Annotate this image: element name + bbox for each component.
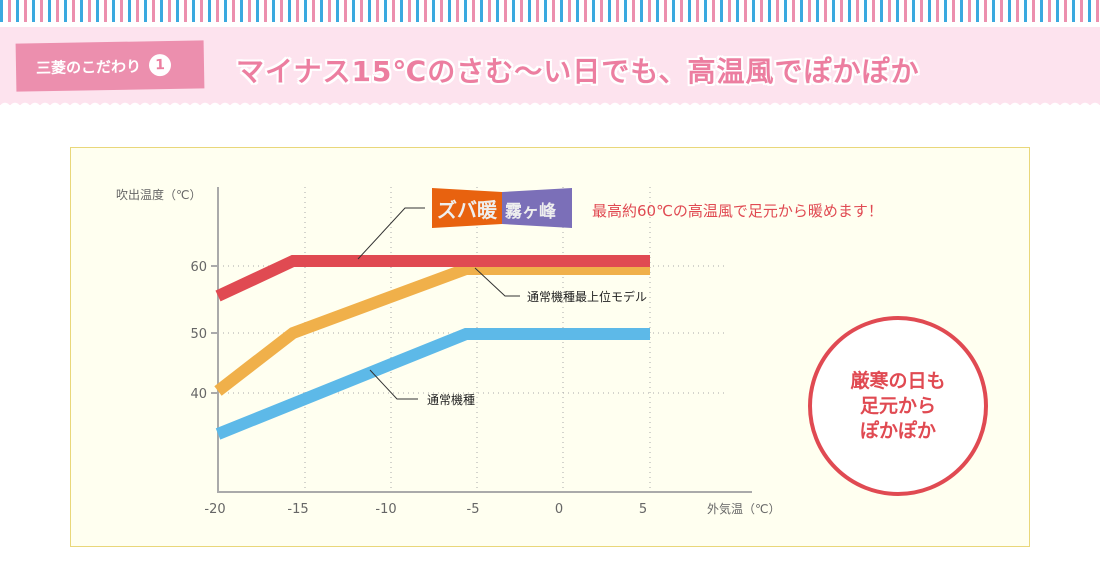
page-title: マイナス15℃のさむ〜い日でも、高温風でぽかぽか <box>236 55 920 88</box>
series-top-model <box>214 263 650 396</box>
x-tick-minus10: -10 <box>375 502 396 517</box>
series-zubadan <box>215 255 650 302</box>
zubadan-logo: ズバ暖 霧ヶ峰 <box>432 188 572 228</box>
leader-normal <box>369 369 418 400</box>
label-top-model: 通常機種最上位モデル <box>527 289 647 304</box>
x-tick-minus20: -20 <box>204 502 225 517</box>
leader-zubadan <box>357 207 425 260</box>
x-tick-minus15: -15 <box>287 502 308 517</box>
x-tick-minus5: -5 <box>467 502 480 517</box>
y-tick-50: 50 <box>190 327 207 342</box>
stamp-line-2: 足元から <box>859 394 936 417</box>
header-wave-edge <box>0 100 1100 108</box>
highlight-stamp: 厳寒の日も 足元から ぽかぽか <box>808 316 988 496</box>
x-tick-5: 5 <box>639 502 647 517</box>
y-tick-60: 60 <box>190 260 207 275</box>
y-tick-40: 40 <box>190 387 207 402</box>
logo-left-text: ズバ暖 <box>437 198 498 222</box>
logo-right-text: 霧ヶ峰 <box>505 201 557 222</box>
stamp-line-1: 厳寒の日も <box>850 369 946 392</box>
decorative-stripes <box>0 0 1100 22</box>
leader-top-model <box>474 267 520 297</box>
grid-lines <box>218 187 725 492</box>
stamp-line-3: ぽかぽか <box>859 419 936 442</box>
callout-text: 最高約60℃の高温風で足元から暖めます！ <box>592 202 883 220</box>
label-normal-model: 通常機種 <box>427 392 475 407</box>
x-tick-0: 0 <box>555 502 563 517</box>
series-normal-model <box>215 328 650 440</box>
x-axis-label: 外気温（℃） <box>707 501 780 516</box>
y-axis-label: 吹出温度（℃） <box>116 187 201 202</box>
